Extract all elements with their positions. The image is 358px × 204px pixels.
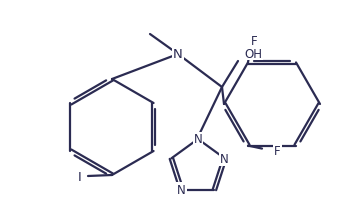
Text: N: N <box>220 152 229 165</box>
Text: OH: OH <box>244 47 262 60</box>
Text: F: F <box>251 35 257 48</box>
Text: N: N <box>177 183 186 196</box>
Text: N: N <box>173 48 183 61</box>
Text: I: I <box>78 171 82 184</box>
Text: N: N <box>194 133 202 146</box>
Text: F: F <box>274 144 281 157</box>
